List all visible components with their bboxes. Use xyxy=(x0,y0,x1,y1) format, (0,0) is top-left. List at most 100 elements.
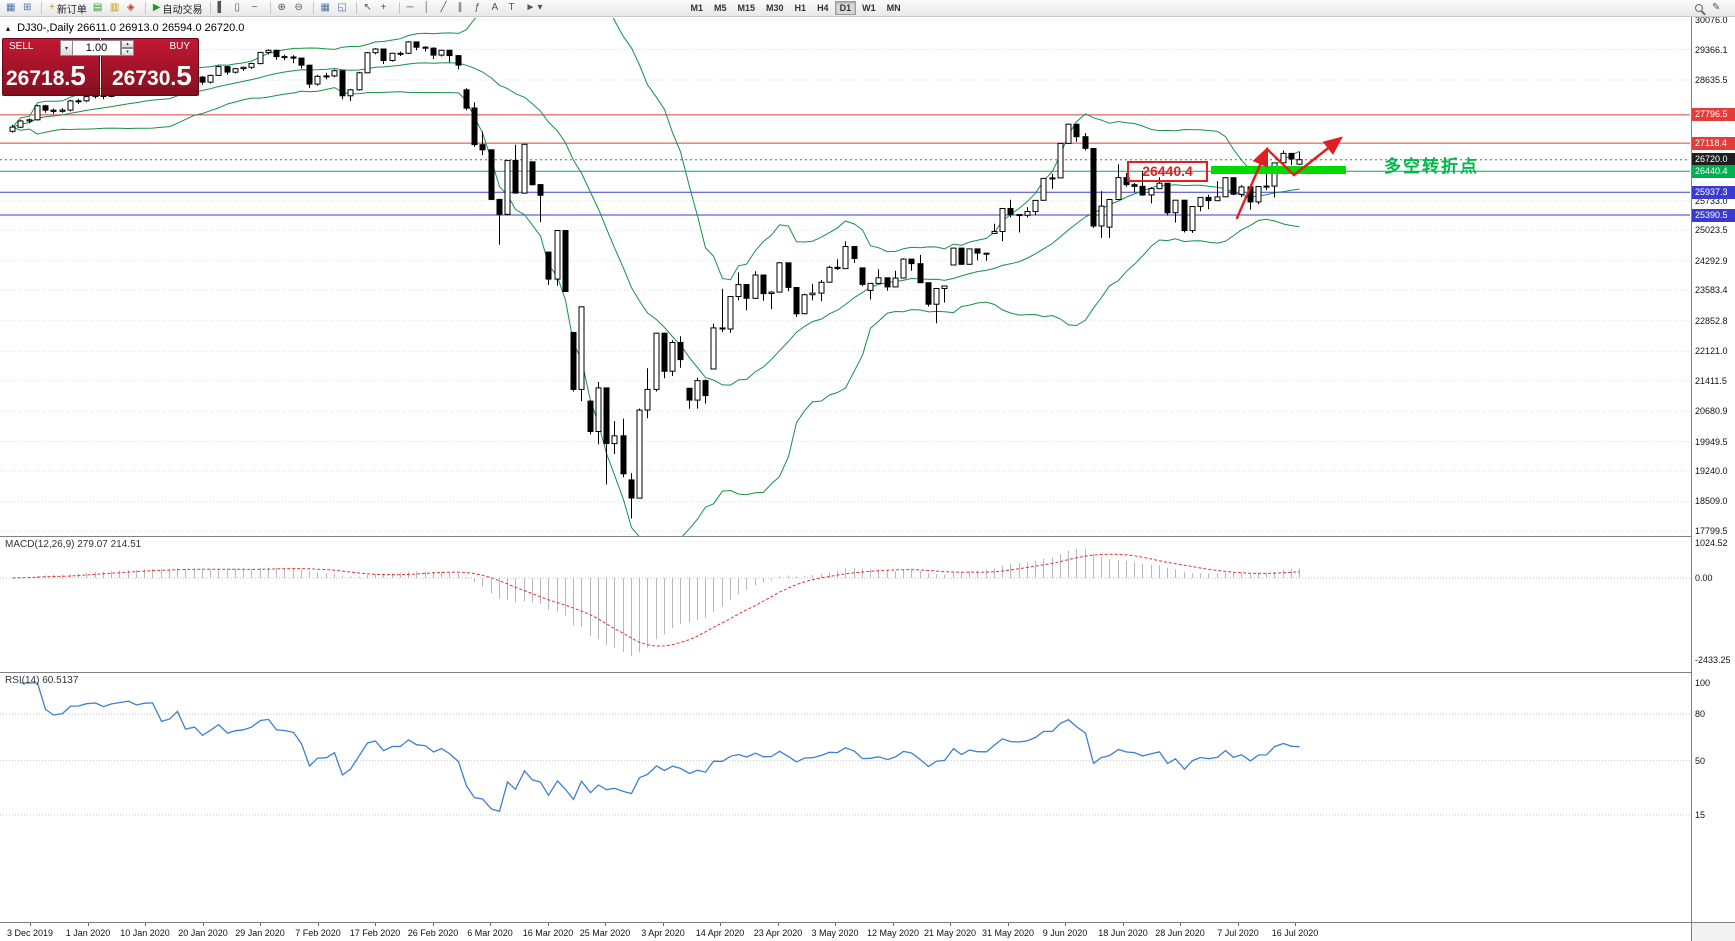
time-axis-label: 10 Jan 2020 xyxy=(120,928,170,938)
data-window-button[interactable]: ▥ xyxy=(107,1,124,16)
timeframe-button-MN[interactable]: MN xyxy=(882,1,906,15)
panel-toggle-icon[interactable]: ▴ xyxy=(6,24,11,33)
price-chart-canvas[interactable] xyxy=(0,0,1691,941)
time-axis-tick xyxy=(260,923,261,926)
fibonacci-icon: ƒ xyxy=(474,2,481,13)
vertical-line-icon: │ xyxy=(423,2,430,13)
time-axis[interactable]: 3 Dec 2019 1 Jan 2020 10 Jan 2020 20 Jan 20… xyxy=(0,922,1691,941)
price-axis-tick: 21411.5 xyxy=(1695,376,1727,386)
volume-dropdown-button[interactable]: ▾ xyxy=(60,40,73,56)
timeframe-button-M30[interactable]: M30 xyxy=(761,1,789,15)
time-axis-label: 3 Dec 2019 xyxy=(6,928,54,938)
toolbar-separator xyxy=(269,2,271,14)
time-axis-tick xyxy=(1238,923,1239,926)
cascade-icon: ◱ xyxy=(337,2,347,13)
bar-chart-icon: ▌ xyxy=(217,2,225,13)
price-annotation-box[interactable]: 26440.4 xyxy=(1127,161,1208,182)
autotrade-button[interactable]: ▶ 自动交易 xyxy=(150,1,206,16)
price-axis-tick: 19240.0 xyxy=(1695,466,1728,476)
time-axis-tick xyxy=(1123,923,1124,926)
price-line-label: 27796.5 xyxy=(1692,108,1735,121)
vertical-line-tool-button[interactable]: │ xyxy=(421,1,438,16)
shapes-icon: ► xyxy=(525,2,536,13)
rsi-indicator-label: RSI(14) 60.5137 xyxy=(5,675,79,686)
candlestick-chart-button[interactable]: ▯ xyxy=(232,1,249,16)
volume-input[interactable] xyxy=(73,40,121,56)
label-tool-button[interactable]: T xyxy=(506,1,523,16)
axis-corner xyxy=(1691,922,1735,941)
macd-axis-label: 1024.52 xyxy=(1695,538,1728,548)
new-order-icon: + xyxy=(49,2,55,13)
macd-axis-label: -2433.25 xyxy=(1695,655,1731,665)
toolbar-separator xyxy=(144,2,146,14)
volume-up-button[interactable]: ▴ xyxy=(121,40,134,48)
time-axis-label: 18 Jun 2020 xyxy=(1098,928,1148,938)
time-axis-label: 16 Mar 2020 xyxy=(522,928,574,938)
shapes-tool-button[interactable]: ► ▾ xyxy=(523,1,546,16)
timeframe-button-H1[interactable]: H1 xyxy=(790,1,812,15)
trendline-icon: ╱ xyxy=(440,2,447,13)
time-axis-label: 14 Apr 2020 xyxy=(695,928,745,938)
price-axis-tick: 25733.0 xyxy=(1695,196,1728,206)
navigator-button[interactable]: ◈ xyxy=(124,1,141,16)
time-axis-tick xyxy=(778,923,779,926)
time-axis-label: 26 Feb 2020 xyxy=(407,928,459,938)
price-axis-tick: 19949.5 xyxy=(1695,437,1728,447)
timeframe-button-M15[interactable]: M15 xyxy=(733,1,761,15)
tile-windows-button[interactable]: ▦ xyxy=(318,1,335,16)
price-axis-tick: 29366.1 xyxy=(1695,45,1728,55)
new-chart-button[interactable]: ▦ xyxy=(3,1,20,16)
cascade-windows-button[interactable]: ◱ xyxy=(335,1,352,16)
time-axis-tick xyxy=(203,923,204,926)
fibonacci-tool-button[interactable]: ƒ xyxy=(472,1,489,16)
buy-price: 26730.5 xyxy=(112,60,192,91)
crosshair-tool-button[interactable]: + xyxy=(378,1,395,16)
timeframe-button-M5[interactable]: M5 xyxy=(709,1,732,15)
label-icon: T xyxy=(508,2,515,13)
turning-point-annotation[interactable]: 多空转折点 xyxy=(1384,157,1479,176)
timeframe-button-H4[interactable]: H4 xyxy=(812,1,834,15)
price-line-label: 25390.5 xyxy=(1692,209,1735,222)
timeframe-button-M1[interactable]: M1 xyxy=(685,1,708,15)
time-axis-tick xyxy=(720,923,721,926)
sell-price: 26718.5 xyxy=(6,60,86,91)
quick-edit-button[interactable]: ✎ xyxy=(1709,1,1726,16)
cursor-tool-button[interactable]: ↖ xyxy=(361,1,378,16)
price-axis[interactable]: 30076.0 29366.1 28635.5 25733.0 25023.5 24292… xyxy=(1691,15,1735,941)
autotrade-label: 自动交易 xyxy=(162,4,203,16)
timeframe-button-D1[interactable]: D1 xyxy=(834,1,857,15)
horizontal-line-tool-button[interactable]: ─ xyxy=(404,1,421,16)
time-axis-tick xyxy=(893,923,894,926)
time-axis-tick xyxy=(1180,923,1181,926)
time-axis-tick xyxy=(605,923,606,926)
channel-tool-button[interactable]: ∥ xyxy=(455,1,472,16)
search-icon[interactable] xyxy=(1695,4,1703,12)
time-axis-label: 25 Mar 2020 xyxy=(579,928,631,938)
price-axis-tick: 23583.4 xyxy=(1695,285,1728,295)
candlestick-icon: ▯ xyxy=(234,2,241,13)
time-axis-label: 6 Mar 2020 xyxy=(467,928,513,938)
timeframe-button-W1[interactable]: W1 xyxy=(857,1,881,15)
new-order-button[interactable]: + 新订单 xyxy=(46,1,90,16)
pencil-icon: ✎ xyxy=(1712,2,1721,13)
trendline-tool-button[interactable]: ╱ xyxy=(438,1,455,16)
volume-down-button[interactable]: ▾ xyxy=(121,48,134,56)
zoom-in-button[interactable]: ⊕ xyxy=(275,1,292,16)
dropdown-icon: ▾ xyxy=(537,2,543,13)
price-axis-tick: 20680.9 xyxy=(1695,406,1728,416)
text-tool-button[interactable]: A xyxy=(489,1,506,16)
time-axis-tick xyxy=(1295,923,1296,926)
time-axis-label: 9 Jun 2020 xyxy=(1042,928,1088,938)
bar-chart-button[interactable]: ▌ xyxy=(215,1,232,16)
chart-title: ▴ DJ30-,Daily 26611.0 26913.0 26594.0 26… xyxy=(6,22,244,34)
market-watch-button[interactable]: ▤ xyxy=(90,1,107,16)
rsi-axis-label: 100 xyxy=(1695,678,1711,688)
time-axis-label: 17 Feb 2020 xyxy=(349,928,401,938)
time-axis-label: 23 Apr 2020 xyxy=(753,928,803,938)
line-chart-button[interactable]: ~ xyxy=(249,1,266,16)
price-axis-tick: 22121.0 xyxy=(1695,346,1728,356)
rsi-axis-label: 80 xyxy=(1695,709,1706,719)
chart-profile-button[interactable]: ⊞ xyxy=(20,1,37,16)
zoom-out-button[interactable]: ⊖ xyxy=(292,1,309,16)
